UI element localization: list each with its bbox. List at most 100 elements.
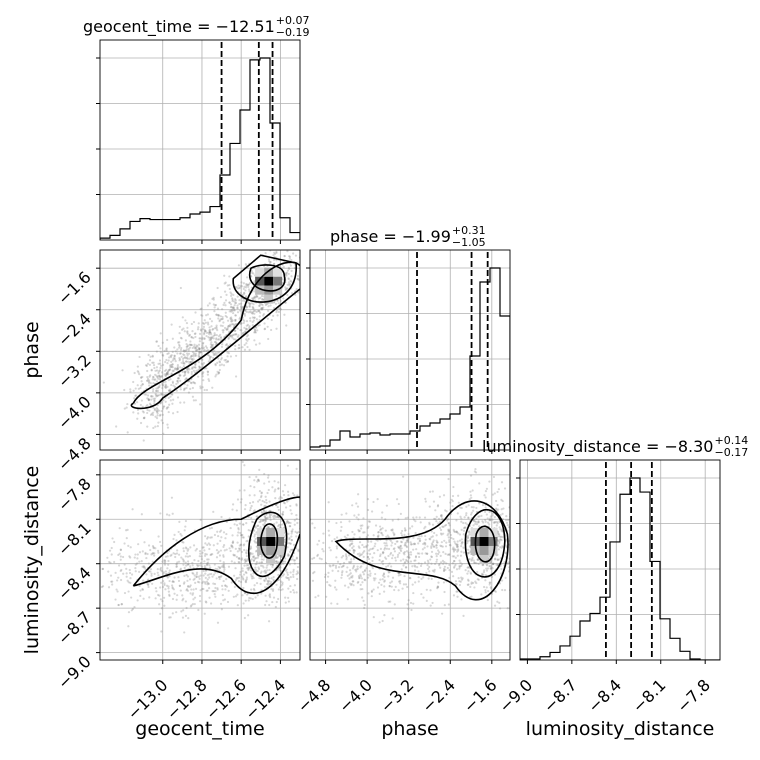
scatter-point <box>273 480 276 483</box>
scatter-point <box>194 581 197 584</box>
scatter-point <box>213 332 216 335</box>
scatter-point <box>440 545 443 548</box>
density-panel-geocent_time-vs-luminosity_distance <box>96 459 306 664</box>
scatter-point <box>182 361 186 365</box>
scatter-point <box>390 585 393 588</box>
scatter-point <box>197 326 200 329</box>
scatter-point <box>506 524 509 527</box>
scatter-point <box>233 585 236 589</box>
scatter-point <box>202 587 205 591</box>
scatter-point <box>417 570 420 573</box>
scatter-point <box>406 585 409 589</box>
scatter-point <box>277 302 280 305</box>
scatter-point <box>237 284 240 287</box>
scatter-point <box>194 349 198 353</box>
scatter-point <box>350 560 353 563</box>
scatter-point <box>355 568 358 571</box>
scatter-point <box>250 577 254 580</box>
scatter-point <box>188 368 191 371</box>
scatter-point <box>258 577 261 580</box>
scatter-point <box>159 612 162 615</box>
scatter-point <box>241 567 244 570</box>
scatter-point <box>295 517 298 520</box>
scatter-point <box>239 286 242 289</box>
scatter-point <box>439 554 442 557</box>
scatter-point <box>177 579 181 583</box>
scatter-point <box>279 566 282 569</box>
scatter-point <box>247 535 250 538</box>
scatter-point <box>287 283 290 286</box>
scatter-point <box>150 398 153 401</box>
scatter-point <box>184 349 187 352</box>
scatter-point <box>203 337 206 340</box>
scatter-point <box>236 335 239 338</box>
scatter-point <box>379 554 382 558</box>
scatter-point <box>276 556 279 559</box>
scatter-point <box>175 539 178 542</box>
scatter-point <box>382 551 385 554</box>
scatter-point <box>429 558 432 561</box>
scatter-point <box>493 521 496 524</box>
scatter-point <box>163 582 166 585</box>
scatter-point <box>505 515 508 518</box>
scatter-point <box>191 603 194 606</box>
scatter-point <box>138 584 141 588</box>
scatter-point <box>165 347 168 350</box>
scatter-point <box>336 602 339 605</box>
scatter-point <box>208 573 211 576</box>
scatter-point <box>259 571 262 575</box>
scatter-point <box>428 505 431 508</box>
scatter-point <box>302 576 304 578</box>
scatter-point <box>443 561 446 564</box>
scatter-point <box>186 384 189 387</box>
scatter-point <box>290 530 293 533</box>
scatter-point <box>123 388 126 392</box>
scatter-point <box>207 378 210 381</box>
scatter-point <box>287 541 291 545</box>
scatter-point <box>209 346 213 349</box>
scatter-point <box>400 534 404 537</box>
scatter-point <box>297 278 300 282</box>
scatter-point <box>230 305 233 309</box>
scatter-point <box>251 320 254 324</box>
scatter-point <box>461 541 464 544</box>
scatter-point <box>243 592 247 595</box>
scatter-point <box>468 498 471 501</box>
scatter-point <box>313 570 316 574</box>
scatter-point <box>249 551 252 555</box>
scatter-point <box>127 544 130 547</box>
scatter-point <box>329 565 332 568</box>
scatter-point <box>366 544 369 547</box>
density-cell <box>264 294 274 304</box>
scatter-point <box>249 484 252 488</box>
scatter-point <box>164 560 167 563</box>
scatter-point <box>430 562 433 565</box>
scatter-point <box>240 498 243 501</box>
scatter-point <box>448 553 451 556</box>
scatter-point <box>146 411 149 415</box>
scatter-point <box>409 541 412 544</box>
scatter-point <box>245 310 248 314</box>
scatter-point <box>264 520 267 523</box>
scatter-point <box>259 311 262 314</box>
scatter-point <box>216 530 219 533</box>
scatter-point <box>203 554 207 557</box>
scatter-point <box>382 573 386 576</box>
scatter-point <box>493 516 496 519</box>
scatter-point <box>284 506 288 509</box>
scatter-point <box>483 494 486 497</box>
scatter-point <box>287 587 290 590</box>
scatter-point <box>486 567 490 570</box>
scatter-point <box>227 352 230 355</box>
scatter-point <box>235 576 238 580</box>
scatter-point <box>304 487 306 489</box>
scatter-point <box>414 555 418 558</box>
scatter-point <box>115 425 118 428</box>
scatter-point <box>267 620 271 623</box>
scatter-point <box>452 550 456 553</box>
scatter-point <box>155 369 159 372</box>
scatter-point <box>149 570 152 573</box>
scatter-point <box>500 481 504 484</box>
scatter-point <box>221 315 224 319</box>
scatter-point <box>165 368 168 371</box>
